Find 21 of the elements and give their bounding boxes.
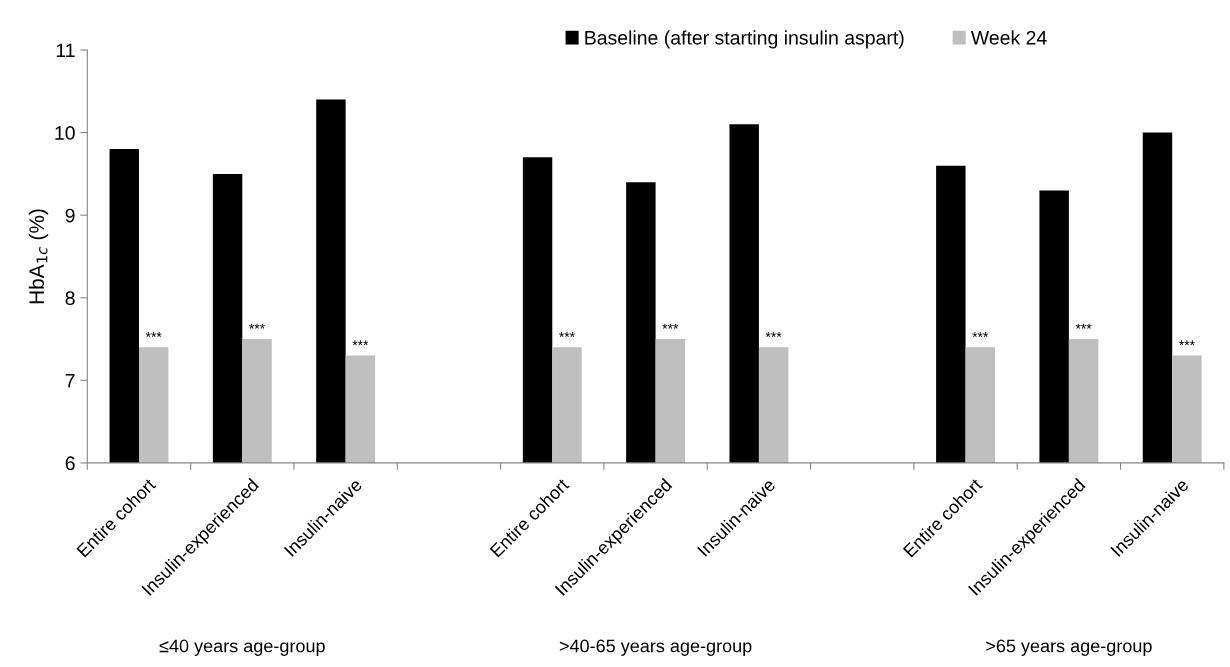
data-label: *** (145, 332, 162, 337)
text: >65 years age-group (986, 639, 1152, 656)
y-tick-label: 8 (65, 291, 75, 305)
y-tick-label: 10 (55, 126, 75, 140)
data-label: *** (662, 323, 679, 329)
legend-label: Week 24 (970, 30, 1047, 45)
data-label: *** (249, 323, 265, 329)
y-tick-label: 11 (56, 43, 75, 58)
text: ≤40 years age-group (159, 639, 325, 656)
data-label: *** (559, 332, 575, 337)
data-label: *** (765, 332, 782, 337)
y-tick-label: 6 (65, 456, 75, 471)
y-axis-title: HbA$_{1c}$ (%) (28, 209, 49, 304)
y-tick-label: 9 (65, 208, 75, 223)
data-label: *** (972, 332, 989, 337)
text: >40-65 years age-group (559, 639, 752, 656)
data-label: *** (352, 340, 369, 346)
data-label: *** (1179, 340, 1195, 346)
legend-label: Baseline (after starting insulin aspart) (585, 30, 904, 49)
y-tick-label: 7 (65, 373, 75, 388)
data-label: *** (1075, 323, 1092, 329)
